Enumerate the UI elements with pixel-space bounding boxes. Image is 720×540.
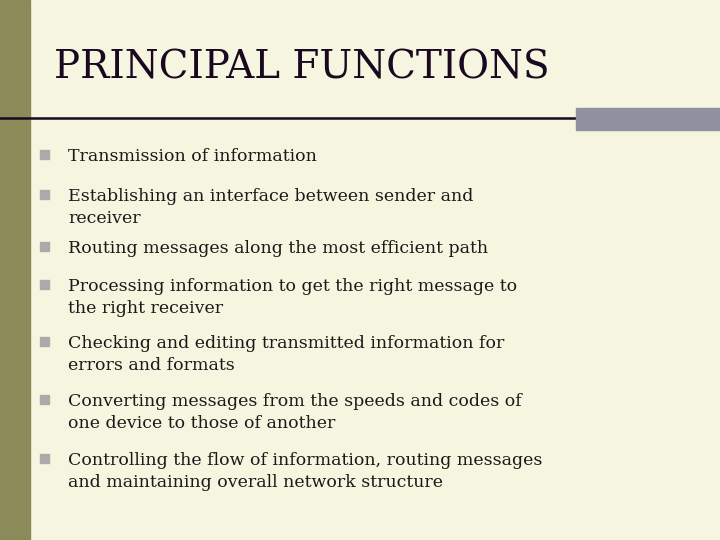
Bar: [40, 190, 49, 199]
Text: PRINCIPAL FUNCTIONS: PRINCIPAL FUNCTIONS: [54, 50, 549, 86]
Bar: [40, 150, 49, 159]
Text: Checking and editing transmitted information for
errors and formats: Checking and editing transmitted informa…: [68, 335, 505, 374]
Bar: [0, 0, 30, 540]
Bar: [40, 336, 49, 346]
Text: Processing information to get the right message to
the right receiver: Processing information to get the right …: [68, 278, 518, 316]
Bar: [40, 395, 49, 403]
Bar: [576, 108, 720, 130]
Bar: [40, 280, 49, 288]
Text: Converting messages from the speeds and codes of
one device to those of another: Converting messages from the speeds and …: [68, 393, 522, 431]
Bar: [40, 241, 49, 251]
Text: Transmission of information: Transmission of information: [68, 148, 318, 165]
Text: Routing messages along the most efficient path: Routing messages along the most efficien…: [68, 240, 489, 257]
Text: Controlling the flow of information, routing messages
and maintaining overall ne: Controlling the flow of information, rou…: [68, 452, 543, 490]
Text: Establishing an interface between sender and
receiver: Establishing an interface between sender…: [68, 188, 474, 227]
Bar: [40, 454, 49, 462]
